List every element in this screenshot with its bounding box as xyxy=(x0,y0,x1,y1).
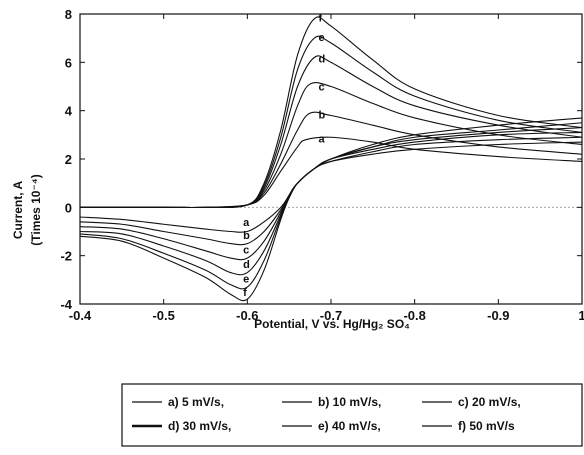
x-tick-label: -0.9 xyxy=(487,308,509,323)
x-tick-label: -0.4 xyxy=(69,308,92,323)
trough-label-f: f xyxy=(243,287,247,299)
legend-entry: c) 20 mV/s, xyxy=(458,395,521,409)
y-tick-label: -4 xyxy=(60,297,72,312)
peak-label-c: c xyxy=(318,82,324,94)
legend-entry: a) 5 mV/s, xyxy=(168,395,224,409)
curve-a-reverse-scan xyxy=(79,141,583,233)
y-tick-label: 0 xyxy=(65,200,72,215)
y-axis-title: Current, A xyxy=(11,181,25,240)
curve-d-reverse-scan xyxy=(79,127,583,276)
peak-label-d: d xyxy=(318,54,325,66)
legend-entry: f) 50 mV/s xyxy=(458,419,515,433)
peak-label-a: a xyxy=(318,133,325,145)
curve-c-reverse-scan xyxy=(79,131,583,261)
trough-label-c: c xyxy=(243,245,249,257)
trough-label-b: b xyxy=(243,230,250,242)
y-tick-label: 6 xyxy=(65,55,72,70)
curve-f-reverse-scan xyxy=(79,117,583,302)
peak-label-b: b xyxy=(318,109,325,121)
legend: a) 5 mV/s, b) 10 mV/s, c) 20 mV/s, d) 30 mV… xyxy=(121,383,583,447)
trough-label-a: a xyxy=(243,217,250,229)
peak-label-f: f xyxy=(318,13,322,25)
legend-box xyxy=(121,383,583,447)
peak-label-e: e xyxy=(318,32,324,44)
curve-f-forward-scan xyxy=(80,16,583,209)
legend-entry: e) 40 mV/s, xyxy=(318,419,381,433)
curve-b-reverse-scan xyxy=(79,136,583,246)
y-axis-subtitle: (Times 10⁻⁴) xyxy=(29,174,43,245)
curve-c-forward-scan xyxy=(80,82,583,209)
x-tick-label: -0.6 xyxy=(236,308,258,323)
x-axis-title: Potential, V vs. Hg/Hg₂ SO₄ xyxy=(254,317,410,331)
x-tick-label: -0.5 xyxy=(152,308,174,323)
x-tick-label: -0.8 xyxy=(403,308,425,323)
x-tick-label: -0.7 xyxy=(320,308,342,323)
trough-label-e: e xyxy=(243,274,249,286)
legend-entry: b) 10 mV/s, xyxy=(318,395,381,409)
trough-label-d: d xyxy=(243,259,250,271)
curves-layer xyxy=(79,16,583,302)
y-tick-label: 2 xyxy=(65,152,72,167)
y-tick-label: 4 xyxy=(65,104,73,119)
y-tick-label: -2 xyxy=(60,249,72,264)
x-tick-label: 1 xyxy=(578,308,584,323)
legend-entry: d) 30 mV/s, xyxy=(168,419,231,433)
y-tick-label: 8 xyxy=(65,7,72,22)
axes-layer: -0.4 -0.5 -0.6 -0.7 -0.8 -0.9 1 -4 -2 0 2 4 6 8 xyxy=(60,7,584,323)
